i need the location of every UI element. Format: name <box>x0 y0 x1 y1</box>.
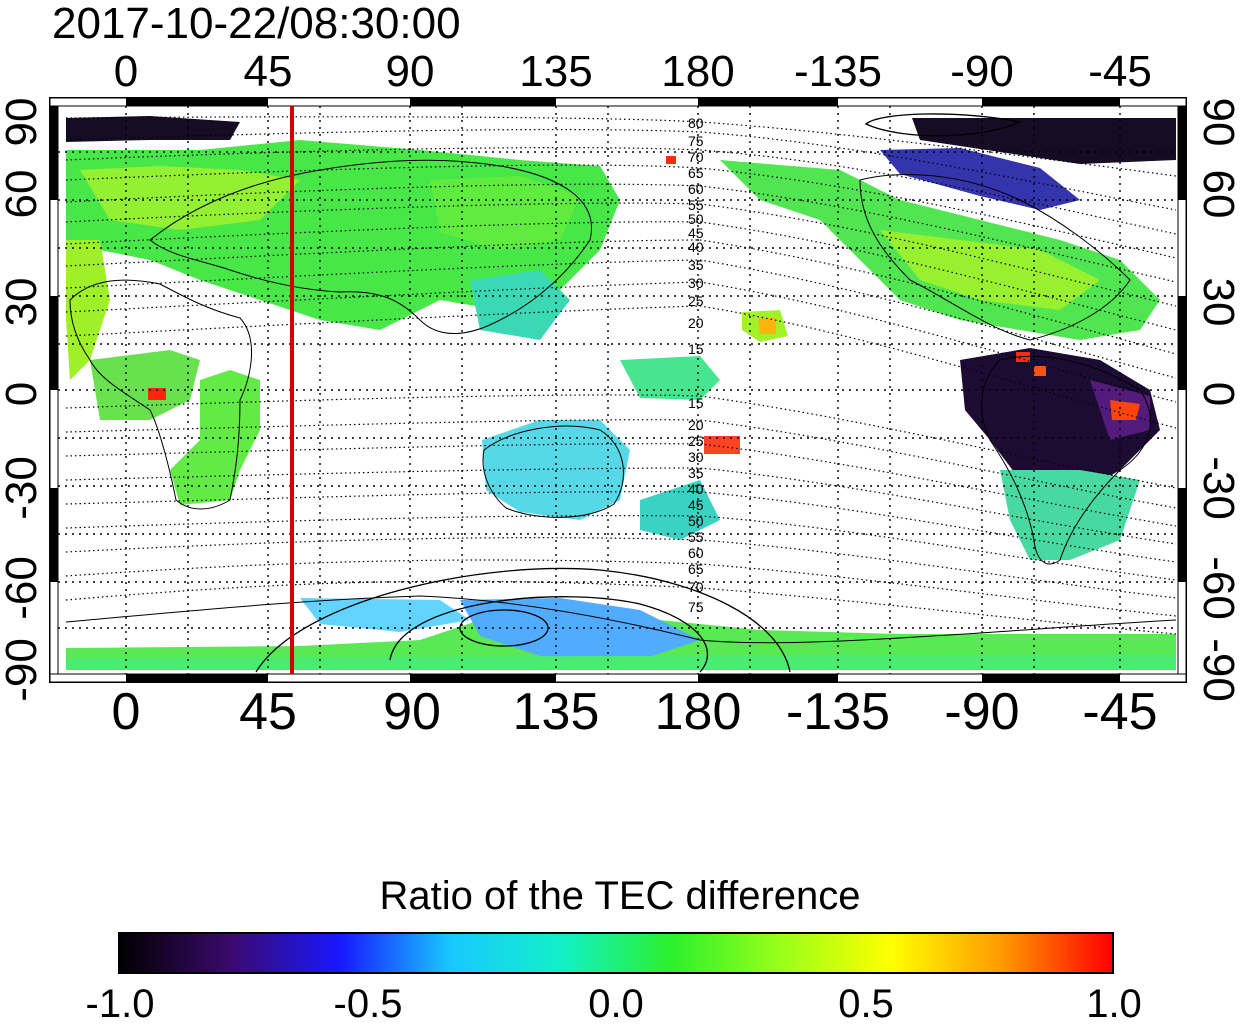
contour-label-s: 25 <box>688 433 704 449</box>
contour-label-s: 65 <box>688 561 704 577</box>
colorbar-tick: 1.0 <box>1086 982 1142 1026</box>
contour-label-s: 45 <box>688 497 704 513</box>
lat-lon-grid <box>58 106 1178 674</box>
top-lon-tick: -135 <box>793 47 883 96</box>
contour-label-s: 20 <box>688 417 704 433</box>
contour-labels: 80 75 70 65 60 55 50 45 40 35 30 25 20 1… <box>688 115 704 615</box>
contour-label-n: 60 <box>688 181 704 197</box>
contour-label-n: 65 <box>688 165 704 181</box>
colorbar-tick: -0.5 <box>333 982 403 1026</box>
contour-label-s: 40 <box>688 481 704 497</box>
bottom-lon-tick: 0 <box>111 683 141 741</box>
tec-data-layer <box>66 116 1176 670</box>
colorbar-title: Ratio of the TEC difference <box>379 874 861 918</box>
top-lon-tick: 135 <box>519 47 593 96</box>
contour-label-s: 50 <box>688 513 704 529</box>
top-lon-tick: 45 <box>243 47 293 96</box>
top-lon-tick: 90 <box>385 47 435 96</box>
top-lon-tick: 0 <box>113 47 139 96</box>
contour-label-s: 70 <box>688 579 704 595</box>
contour-label-n: 75 <box>688 133 704 149</box>
bottom-lon-tick: 180 <box>654 683 742 741</box>
contour-label-s: 15 <box>688 395 704 411</box>
contour-label-n: 15 <box>688 341 704 357</box>
contour-label-n: 45 <box>688 225 704 241</box>
bottom-lon-tick: 90 <box>383 683 441 741</box>
contour-label-s: 75 <box>688 599 704 615</box>
top-lon-tick: -45 <box>1088 47 1152 96</box>
bottom-lon-tick: -135 <box>785 683 891 741</box>
tec-map: 80 75 70 65 60 55 50 45 40 35 30 25 20 1… <box>49 97 1187 683</box>
contour-label-s: 30 <box>688 449 704 465</box>
bottom-lon-tick: -45 <box>1082 683 1158 741</box>
colorbar-tick: -1.0 <box>85 982 155 1026</box>
colorbar-tick: 0.5 <box>838 982 894 1026</box>
frame-border-bars <box>49 97 1187 683</box>
contour-label-s: 55 <box>688 529 704 545</box>
contour-label-n: 55 <box>688 197 704 213</box>
contour-label-n: 80 <box>688 115 704 131</box>
coastlines <box>65 159 1177 644</box>
contour-label-n: 50 <box>688 211 704 227</box>
timestamp-title: 2017-10-22/08:30:00 <box>52 0 461 48</box>
bottom-lon-tick: 45 <box>239 683 297 741</box>
contour-label-n: 70 <box>688 149 704 165</box>
contour-label-n: 35 <box>688 257 704 273</box>
contour-label-n: 25 <box>688 293 704 309</box>
contour-label-s: 35 <box>688 465 704 481</box>
top-lon-tick: 180 <box>661 47 735 96</box>
contour-label-s: 60 <box>688 545 704 561</box>
contour-label-n: 20 <box>688 315 704 331</box>
top-lon-tick: -90 <box>950 47 1014 96</box>
bottom-lon-tick: 135 <box>512 683 600 741</box>
colorbar <box>118 932 1114 974</box>
bottom-lon-tick: -90 <box>944 683 1020 741</box>
contour-label-n: 30 <box>688 275 704 291</box>
polar-contours <box>255 113 1023 673</box>
colorbar-tick: 0.0 <box>588 982 644 1026</box>
contour-label-n: 40 <box>688 239 704 255</box>
